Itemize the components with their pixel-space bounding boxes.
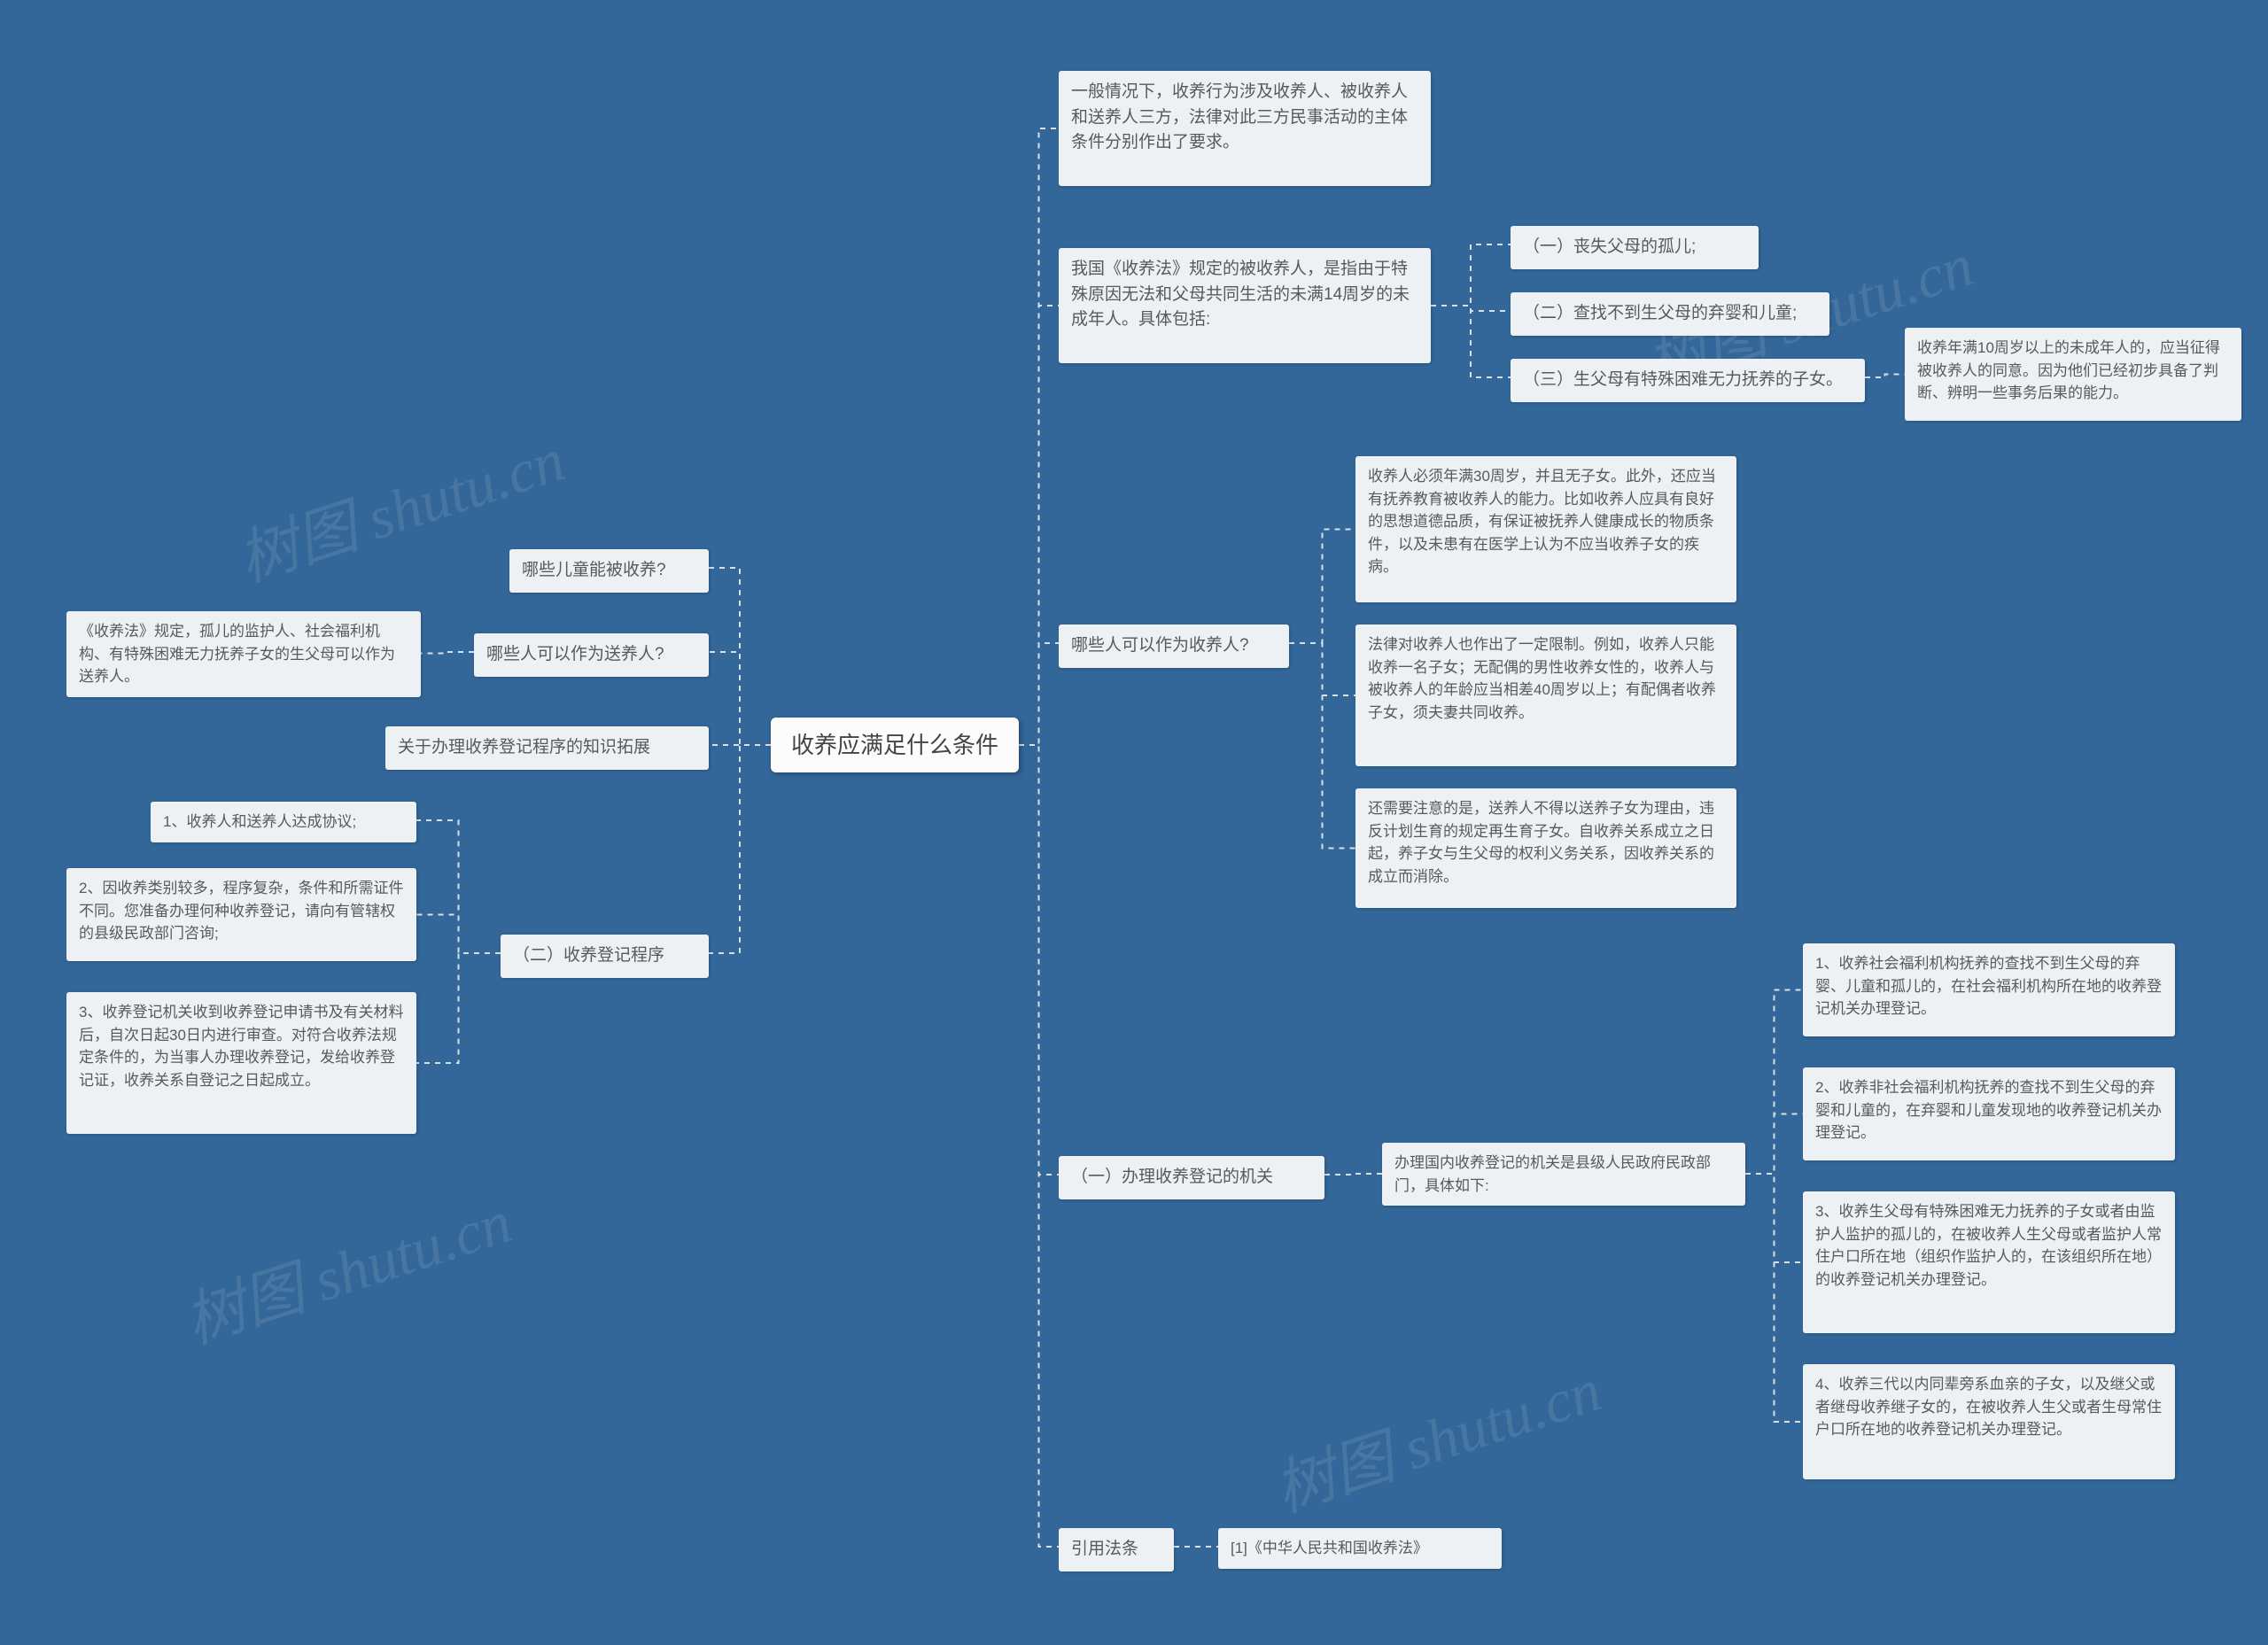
mindmap-node[interactable]: 我国《收养法》规定的被收养人，是指由于特殊原因无法和父母共同生活的未满14周岁的…	[1059, 248, 1431, 363]
mindmap-node[interactable]: （一）办理收养登记的机关	[1059, 1156, 1324, 1199]
mindmap-node[interactable]: 4、收养三代以内同辈旁系血亲的子女，以及继父或者继母收养继子女的，在被收养人生父…	[1803, 1364, 2175, 1479]
node-text: 2、因收养类别较多，程序复杂，条件和所需证件不同。您准备办理何种收养登记，请向有…	[79, 880, 403, 942]
node-text: 一般情况下，收养行为涉及收养人、被收养人和送养人三方，法律对此三方民事活动的主体…	[1071, 82, 1408, 151]
node-text: （二）收养登记程序	[513, 946, 664, 965]
node-text: 我国《收养法》规定的被收养人，是指由于特殊原因无法和父母共同生活的未满14周岁的…	[1071, 260, 1410, 329]
mindmap-node[interactable]: 2、因收养类别较多，程序复杂，条件和所需证件不同。您准备办理何种收养登记，请向有…	[66, 868, 416, 961]
node-text: 法律对收养人也作出了一定限制。例如，收养人只能收养一名子女；无配偶的男性收养女性…	[1368, 636, 1716, 721]
mindmap-node[interactable]: 一般情况下，收养行为涉及收养人、被收养人和送养人三方，法律对此三方民事活动的主体…	[1059, 71, 1431, 186]
node-text: （三）生父母有特殊困难无力抚养的子女。	[1523, 370, 1843, 389]
mindmap-node[interactable]: （一）丧失父母的孤儿;	[1511, 226, 1759, 269]
node-text: 1、收养社会福利机构抚养的查找不到生父母的弃婴、儿童和孤儿的，在社会福利机构所在…	[1815, 955, 2162, 1017]
mindmap-node[interactable]: 关于办理收养登记程序的知识拓展	[385, 726, 709, 770]
mindmap-node[interactable]: [1]《中华人民共和国收养法》	[1218, 1528, 1502, 1569]
node-text: 2、收养非社会福利机构抚养的查找不到生父母的弃婴和儿童的，在弃婴和儿童发现地的收…	[1815, 1079, 2162, 1141]
mindmap-node[interactable]: 《收养法》规定，孤儿的监护人、社会福利机构、有特殊困难无力抚养子女的生父母可以作…	[66, 611, 421, 697]
node-text: 《收养法》规定，孤儿的监护人、社会福利机构、有特殊困难无力抚养子女的生父母可以作…	[79, 623, 395, 685]
node-text: （一）办理收养登记的机关	[1071, 1168, 1273, 1186]
node-text: （二）查找不到生父母的弃婴和儿童;	[1523, 304, 1797, 322]
mindmap-node[interactable]: 收养年满10周岁以上的未成年人的，应当征得被收养人的同意。因为他们已经初步具备了…	[1905, 328, 2241, 421]
node-text: 4、收养三代以内同辈旁系血亲的子女，以及继父或者继母收养继子女的，在被收养人生父…	[1815, 1376, 2162, 1438]
mindmap-node[interactable]: 引用法条	[1059, 1528, 1174, 1571]
mindmap-node[interactable]: 收养人必须年满30周岁，并且无子女。此外，还应当有抚养教育被收养人的能力。比如收…	[1355, 456, 1736, 602]
mindmap-node[interactable]: 1、收养社会福利机构抚养的查找不到生父母的弃婴、儿童和孤儿的，在社会福利机构所在…	[1803, 943, 2175, 1036]
node-text: 收养年满10周岁以上的未成年人的，应当征得被收养人的同意。因为他们已经初步具备了…	[1917, 339, 2220, 401]
node-text: 3、收养登记机关收到收养登记申请书及有关材料后，自次日起30日内进行审查。对符合…	[79, 1004, 403, 1089]
node-text: 关于办理收养登记程序的知识拓展	[398, 738, 650, 757]
node-text: （一）丧失父母的孤儿;	[1523, 237, 1696, 256]
mindmap-node[interactable]: 还需要注意的是，送养人不得以送养子女为理由，违反计划生育的规定再生育子女。自收养…	[1355, 788, 1736, 908]
node-text: 收养人必须年满30周岁，并且无子女。此外，还应当有抚养教育被收养人的能力。比如收…	[1368, 468, 1716, 575]
node-text: [1]《中华人民共和国收养法》	[1231, 1540, 1428, 1556]
mindmap-node[interactable]: 哪些儿童能被收养?	[509, 549, 709, 593]
node-text: 3、收养生父母有特殊困难无力抚养的子女或者由监护人监护的孤儿的，在被收养人生父母…	[1815, 1203, 2162, 1288]
node-text: 哪些人可以作为送养人?	[486, 645, 664, 663]
mindmap-node[interactable]: 哪些人可以作为收养人?	[1059, 625, 1289, 668]
mindmap-node[interactable]: 哪些人可以作为送养人?	[474, 633, 709, 677]
mindmap-node[interactable]: 3、收养登记机关收到收养登记申请书及有关材料后，自次日起30日内进行审查。对符合…	[66, 992, 416, 1134]
mindmap-node[interactable]: 1、收养人和送养人达成协议;	[151, 802, 416, 842]
mindmap-node[interactable]: （二）收养登记程序	[501, 935, 709, 978]
mindmap-node[interactable]: （三）生父母有特殊困难无力抚养的子女。	[1511, 359, 1865, 402]
node-text: 收养应满足什么条件	[791, 728, 998, 763]
mindmap-node[interactable]: （二）查找不到生父母的弃婴和儿童;	[1511, 292, 1829, 336]
node-text: 哪些儿童能被收养?	[522, 561, 666, 579]
mindmap-node[interactable]: 2、收养非社会福利机构抚养的查找不到生父母的弃婴和儿童的，在弃婴和儿童发现地的收…	[1803, 1067, 2175, 1160]
mindmap-node[interactable]: 3、收养生父母有特殊困难无力抚养的子女或者由监护人监护的孤儿的，在被收养人生父母…	[1803, 1191, 2175, 1333]
node-text: 哪些人可以作为收养人?	[1071, 636, 1249, 655]
node-text: 还需要注意的是，送养人不得以送养子女为理由，违反计划生育的规定再生育子女。自收养…	[1368, 800, 1714, 885]
node-text: 办理国内收养登记的机关是县级人民政府民政部门，具体如下:	[1394, 1154, 1711, 1194]
mindmap-node[interactable]: 办理国内收养登记的机关是县级人民政府民政部门，具体如下:	[1382, 1143, 1745, 1206]
node-text: 引用法条	[1071, 1540, 1138, 1558]
node-text: 1、收养人和送养人达成协议;	[163, 813, 356, 830]
root-node[interactable]: 收养应满足什么条件	[771, 718, 1019, 772]
mindmap-node[interactable]: 法律对收养人也作出了一定限制。例如，收养人只能收养一名子女；无配偶的男性收养女性…	[1355, 625, 1736, 766]
